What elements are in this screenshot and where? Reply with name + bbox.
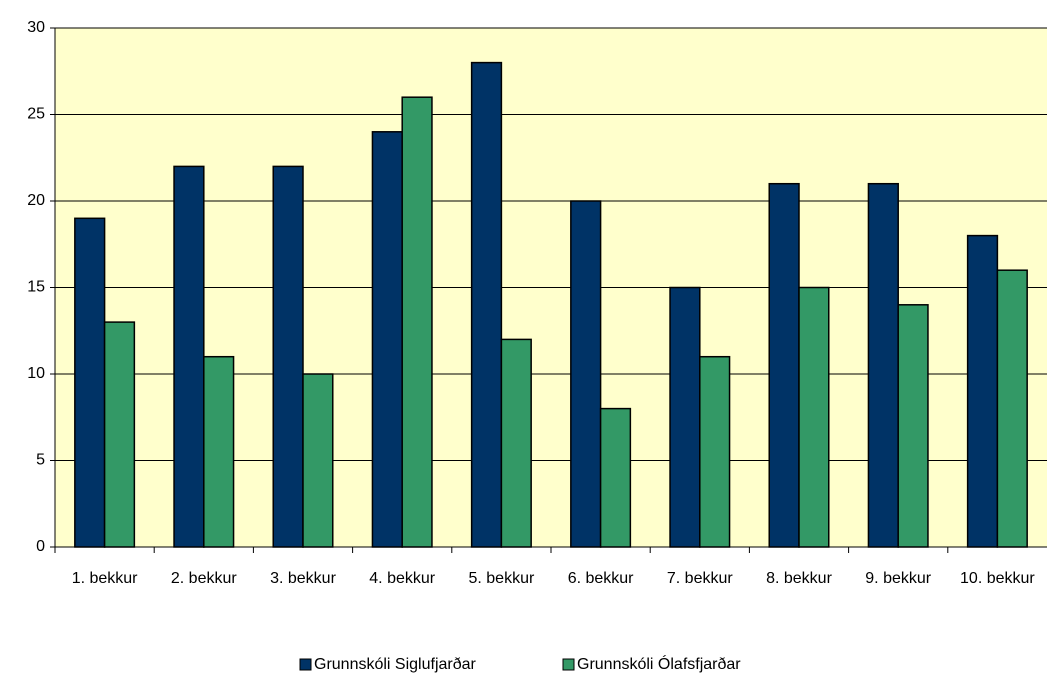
y-tick-label: 30 [27,19,45,36]
legend-swatch [299,658,312,671]
x-tick-label: 10. bekkur [960,570,1035,587]
legend-label: Grunnskóli Ólafsfjarðar [577,654,741,673]
legend-swatch [562,658,575,671]
x-tick-label: 9. bekkur [865,570,932,587]
bar [500,338,532,548]
legend-label: Grunnskóli Siglufjarðar [314,656,477,673]
bar [74,217,106,548]
bar [996,269,1028,548]
bar [173,165,205,548]
bar [103,321,136,548]
bar [401,96,433,548]
x-tick-label: 1. bekkur [71,570,138,587]
bar [203,355,235,548]
bar [599,407,632,548]
y-tick-label: 10 [27,365,45,382]
bar [867,182,899,548]
x-tick-label: 3. bekkur [270,570,336,587]
bar [768,182,800,548]
y-tick-label: 20 [27,192,45,209]
x-tick-label: 6. bekkur [567,570,634,587]
bar [570,200,602,548]
bar [371,131,403,548]
x-tick-label: 7. bekkur [666,570,733,587]
bar [699,355,731,548]
bar [897,304,929,548]
x-tick-label: 8. bekkur [766,570,832,587]
x-tick-label: 4. bekkur [369,570,436,587]
y-tick-label: 25 [27,106,45,123]
y-tick-label: 15 [27,279,45,296]
bar [966,234,999,548]
y-tick-label: 5 [36,452,45,469]
bar [669,286,701,548]
bar [302,373,334,548]
bar [470,61,503,548]
y-tick-label: 0 [36,538,45,555]
bar [272,165,304,548]
x-tick-label: 5. bekkur [468,570,535,587]
bar [798,286,830,548]
x-tick-label: 2. bekkur [170,570,237,587]
